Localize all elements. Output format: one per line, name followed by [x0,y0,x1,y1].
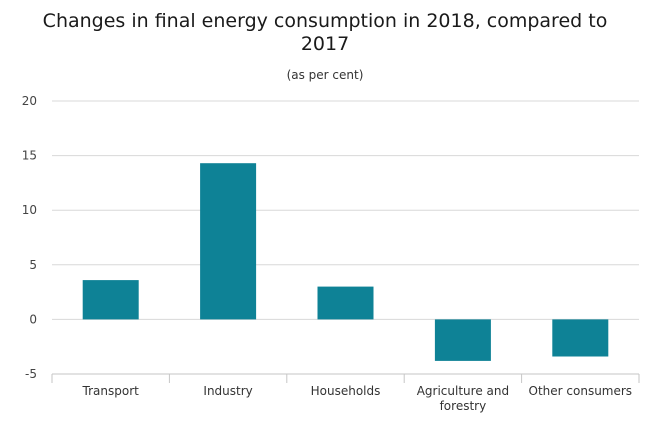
bar-industry [200,163,257,320]
bar-households [317,286,374,320]
x-tick-label: Agriculture and [417,384,509,398]
x-tick-label: Other consumers [529,384,633,398]
chart-subtitle: (as per cent) [287,68,364,82]
y-tick-label: -5 [25,367,37,381]
x-tick-label: forestry [440,399,487,413]
bar-agriculture-and-forestry [434,319,491,361]
chart-title-line-1: Changes in final energy consumption in 2… [43,10,608,32]
x-axis [51,373,640,383]
x-tick-label: Transport [82,384,140,398]
bars [82,163,609,361]
x-tick-label: Households [311,384,381,398]
bar-transport [82,280,139,320]
y-tick-label: 5 [29,258,37,272]
y-tick-label: 20 [22,94,37,108]
y-tick-label: 0 [29,312,37,326]
chart-title-line-2: 2017 [301,33,349,55]
y-tick-label: 10 [22,203,37,217]
x-tick-label: Industry [203,384,252,398]
bar-other-consumers [552,319,609,357]
axis-labels: 20 15 10 5 0 -5 Transport Industry Households Agr… [22,94,632,413]
y-tick-label: 15 [22,149,37,163]
